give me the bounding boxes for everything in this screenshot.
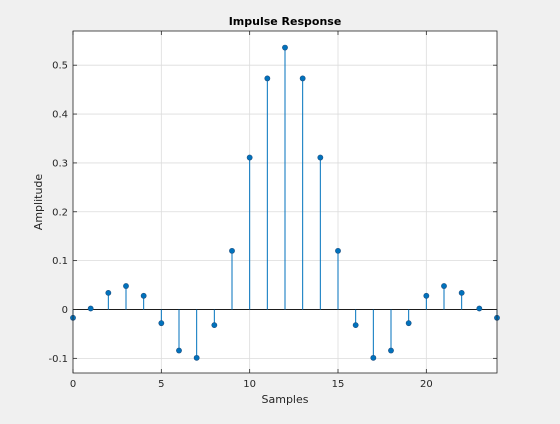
x-axis-label: Samples [262,393,309,406]
axis-ticks: 0 5 10 15 20 -0.1 0 0.1 0.2 0.3 0.4 0.5 [48,31,497,390]
x-tick-label: 0 [70,379,76,390]
stem-marker [388,347,394,354]
y-tick-label: 0.3 [52,158,68,169]
stem-marker [299,75,306,82]
stem-marker [282,44,288,51]
stem-series [70,44,500,361]
x-tick-label: 20 [420,379,433,390]
y-axis-label: Amplitude [32,174,45,231]
stem-marker [476,305,483,312]
stem-marker [441,283,447,289]
y-tick-label: 0.4 [52,110,68,121]
y-tick-label: 0.1 [52,256,68,267]
stem-marker [264,75,271,82]
stem-marker [246,154,253,161]
stem-marker [423,292,430,299]
stem-marker [405,320,412,327]
stem-marker [317,154,324,161]
y-tick-label: 0 [62,305,68,316]
x-tick-label: 15 [332,379,345,390]
stem-marker [335,247,341,254]
stem-marker [140,292,147,299]
stem-marker [176,347,182,354]
stem-marker [458,289,465,296]
axes-frame [72,30,498,374]
stem-marker [158,320,165,327]
y-tick-label: 0.2 [52,207,68,218]
stem-marker [123,283,129,289]
stem-marker [211,322,218,329]
stem-marker [193,354,200,361]
stem-marker [229,247,235,254]
stem-marker [105,289,112,296]
y-tick-label: -0.1 [48,354,68,365]
y-tick-label: 0.5 [52,61,68,72]
stem-marker [352,322,359,329]
x-tick-label: 10 [243,379,256,390]
stem-marker [87,305,94,312]
x-tick-label: 5 [158,379,164,390]
stem-marker [370,354,377,361]
chart-title: Impulse Response [229,15,342,28]
